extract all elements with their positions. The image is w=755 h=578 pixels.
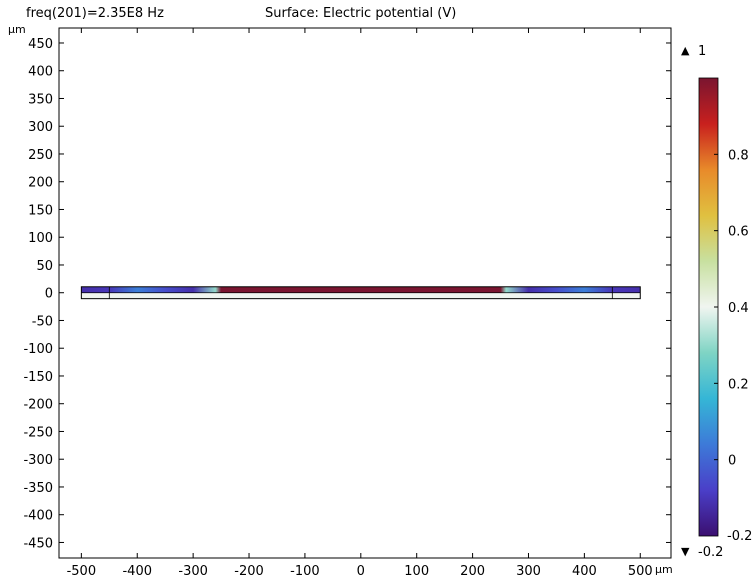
y-tick-label: -450 — [23, 536, 53, 551]
y-tick-label: -50 — [32, 314, 53, 329]
x-axis-ticks: -500 -400 -300 -200 -100 0 100 200 300 400 500 — [67, 28, 653, 578]
color-legend-tick-label: 0.8 — [728, 148, 749, 163]
y-tick-label: -300 — [23, 453, 53, 468]
x-tick-label: -300 — [178, 564, 208, 578]
color-legend-max-label: 1 — [698, 44, 706, 59]
y-tick-label: 350 — [28, 92, 53, 107]
max-marker-icon: ▲ — [681, 44, 690, 57]
color-legend-min-label: -0.2 — [698, 545, 723, 560]
y-tick-label: 150 — [28, 203, 53, 218]
plot-title: Surface: Electric potential (V) — [265, 6, 456, 21]
y-tick-label: 0 — [45, 287, 53, 302]
upper-layer-surface — [81, 286, 641, 293]
color-legend-tick-label: 0.6 — [728, 225, 749, 240]
x-tick-label: 400 — [572, 564, 597, 578]
y-tick-label: -350 — [23, 481, 53, 496]
min-marker-icon: ▼ — [681, 545, 690, 558]
y-tick-label: -400 — [23, 509, 53, 524]
device-domain — [80, 286, 641, 300]
y-axis-ticks: 450 400 350 300 250 200 150 100 50 0 -50 -100 -150 -2… — [23, 37, 671, 551]
y-tick-label: 250 — [28, 148, 53, 163]
y-axis-unit: µm — [8, 23, 26, 36]
x-tick-label: 100 — [404, 564, 429, 578]
color-legend: ▲ 1 ▼ -0.2 -0.2 0.8 0.6 0.4 0.2 0 — [681, 44, 752, 560]
x-tick-label: 300 — [516, 564, 541, 578]
x-axis-unit: µm — [655, 563, 673, 576]
y-tick-label: -200 — [23, 398, 53, 413]
x-tick-label: -500 — [67, 564, 97, 578]
y-tick-label: 50 — [36, 259, 53, 274]
color-legend-tick-bottom: -0.2 — [727, 529, 752, 544]
color-legend-tick-label: 0.4 — [728, 301, 749, 316]
y-tick-label: 200 — [28, 176, 53, 191]
y-tick-label: 400 — [28, 65, 53, 80]
x-tick-label: 0 — [357, 564, 365, 578]
color-legend-tick-label: 0.2 — [728, 377, 749, 392]
color-legend-tick-label: 0 — [728, 454, 736, 469]
y-tick-label: 450 — [28, 37, 53, 52]
y-tick-label: -100 — [23, 342, 53, 357]
x-tick-label: 500 — [628, 564, 653, 578]
y-tick-label: -150 — [23, 370, 53, 385]
x-tick-label: -200 — [234, 564, 264, 578]
x-tick-label: -100 — [290, 564, 320, 578]
x-tick-label: 200 — [460, 564, 485, 578]
parameter-text: freq(201)=2.35E8 Hz — [26, 6, 164, 21]
y-tick-label: 100 — [28, 231, 53, 246]
x-tick-label: -400 — [122, 564, 152, 578]
y-tick-label: -250 — [23, 425, 53, 440]
y-tick-label: 300 — [28, 120, 53, 135]
lower-layer-surface — [81, 292, 641, 299]
